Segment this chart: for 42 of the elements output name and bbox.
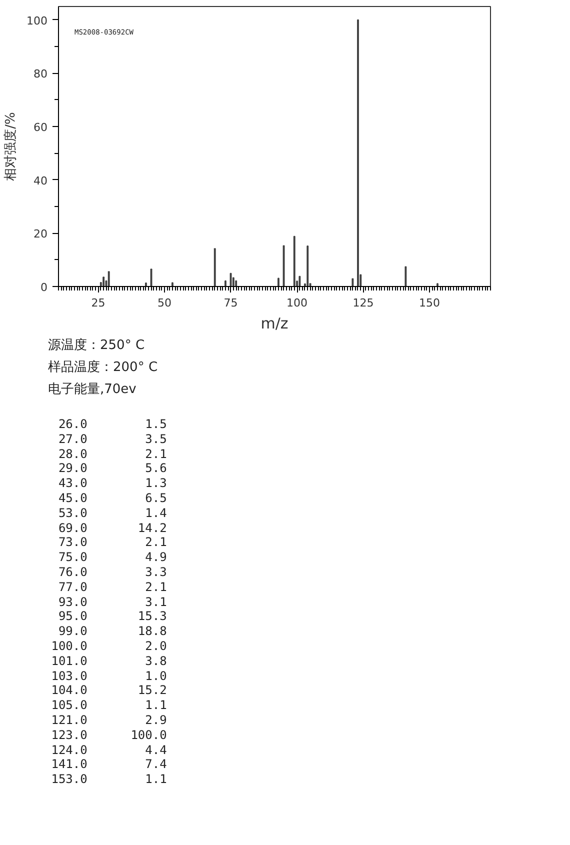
text: 100.0 2.0 [51, 638, 167, 653]
x-tick-label: 25 [91, 296, 106, 310]
text: 141.0 7.4 [51, 757, 167, 772]
text: 124.0 4.4 [51, 742, 167, 757]
text: 95.0 15.3 [58, 609, 167, 624]
text: 153.0 1.1 [51, 772, 167, 786]
text: 29.0 5.6 [58, 461, 167, 476]
x-tick-label: 50 [158, 296, 172, 310]
x-tick-label: 100 [286, 296, 308, 310]
text: 26.0 1.5 [58, 417, 167, 431]
text: 105.0 1.1 [51, 698, 167, 712]
text: 样品温度：200° C [48, 359, 158, 377]
x-axis-title: m/z [260, 314, 288, 332]
y-tick-label: 80 [34, 68, 48, 81]
y-tick-label: 20 [34, 228, 48, 241]
text: 121.0 2.9 [51, 712, 167, 727]
text: 73.0 2.1 [58, 535, 167, 550]
text: 103.0 1.0 [51, 668, 167, 683]
text: 77.0 2.1 [58, 580, 167, 594]
text: 99.0 18.8 [58, 624, 167, 638]
text: 43.0 1.3 [58, 476, 167, 490]
x-tick-label: 150 [419, 296, 440, 310]
text: 53.0 1.4 [58, 506, 167, 520]
text: 源温度：250° C [48, 337, 145, 355]
text: 27.0 3.5 [58, 432, 167, 446]
text: 75.0 4.9 [58, 550, 167, 564]
x-tick-label: 125 [352, 296, 374, 310]
text: 123.0 100.0 [51, 728, 167, 742]
y-tick-label: 0 [40, 281, 48, 294]
text: 28.0 2.1 [58, 446, 167, 461]
text: 76.0 3.3 [58, 564, 167, 579]
text: 93.0 3.1 [58, 594, 167, 609]
x-tick-label: 75 [224, 296, 238, 310]
text: 电子能量,70ev [48, 381, 136, 399]
y-tick-label: 100 [26, 14, 48, 28]
text: 104.0 15.2 [51, 683, 167, 698]
text: 101.0 3.8 [51, 654, 167, 668]
y-axis-title: 相对强度/% [2, 112, 19, 181]
y-tick-label: 60 [34, 121, 48, 134]
text: 69.0 14.2 [58, 520, 167, 535]
text: 45.0 6.5 [58, 490, 167, 505]
y-tick-label: 40 [34, 174, 48, 188]
